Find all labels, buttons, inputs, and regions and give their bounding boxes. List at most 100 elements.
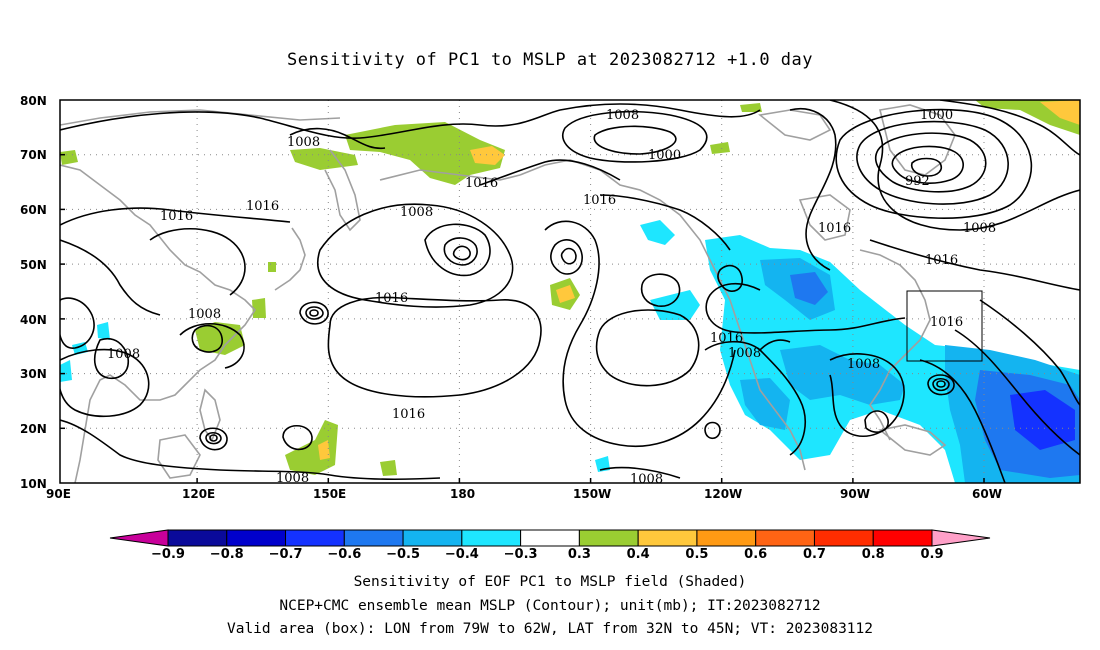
isobar bbox=[593, 125, 677, 155]
shade-green bbox=[710, 142, 730, 154]
isobar bbox=[479, 159, 621, 186]
lon-label: 150E bbox=[313, 487, 346, 501]
colorbar-box bbox=[578, 529, 639, 547]
isobar-label: 1008 bbox=[963, 221, 996, 236]
isobar bbox=[789, 108, 837, 271]
lat-label: 40N bbox=[20, 313, 47, 327]
coastline-caribbean bbox=[878, 424, 947, 456]
caption-contour: NCEP+CMC ensemble mean MSLP (Contour); u… bbox=[279, 598, 821, 614]
isobar bbox=[927, 374, 955, 396]
lat-label: 80N bbox=[20, 94, 47, 108]
coastline-siberia bbox=[379, 169, 521, 181]
isobar bbox=[560, 247, 577, 265]
lat-label: 10N bbox=[20, 477, 47, 491]
coastline-arctic-russia bbox=[60, 109, 341, 126]
colorbar-box bbox=[696, 529, 757, 547]
isobar bbox=[309, 309, 319, 317]
colorbar-high-triangle bbox=[931, 529, 991, 547]
isobar bbox=[60, 419, 441, 481]
isobar-label: 1008 bbox=[188, 307, 221, 322]
isobar-label: 1008 bbox=[728, 346, 761, 361]
lon-label: 90E bbox=[46, 487, 71, 501]
shade-green bbox=[195, 322, 245, 355]
colorbar-box bbox=[520, 529, 580, 547]
isobar bbox=[443, 237, 478, 266]
isobar-label: 1016 bbox=[710, 331, 743, 346]
isobar bbox=[199, 427, 228, 451]
lon-label: 150W bbox=[573, 487, 611, 501]
plot-frame bbox=[59, 99, 1081, 484]
shade-green bbox=[345, 122, 505, 185]
isobar bbox=[305, 306, 324, 320]
shade-cyan bbox=[740, 378, 790, 430]
isobar-label: 1016 bbox=[465, 176, 498, 191]
isobar bbox=[599, 466, 681, 479]
isobar bbox=[327, 296, 542, 398]
isobar bbox=[704, 421, 721, 440]
colorbar-label: −0.5 bbox=[386, 547, 420, 562]
isobar bbox=[932, 377, 950, 392]
isobar-label: 1008 bbox=[276, 471, 309, 486]
coastline-borneo bbox=[157, 434, 201, 479]
isobar bbox=[599, 194, 731, 251]
isobar-label: 1016 bbox=[818, 221, 851, 236]
colorbar-label: −0.6 bbox=[327, 547, 361, 562]
isobar-contours bbox=[60, 100, 1080, 483]
map-title: Sensitivity of PC1 to MSLP at 2023082712… bbox=[286, 50, 813, 70]
isobar bbox=[704, 340, 806, 456]
shade-light-cyan bbox=[97, 322, 110, 340]
isobar-label: 1016 bbox=[392, 407, 425, 422]
colorbar-label: 0.5 bbox=[685, 547, 708, 562]
isobar bbox=[919, 359, 1006, 483]
isobar bbox=[289, 127, 386, 150]
colorbar-label: −0.9 bbox=[151, 547, 185, 562]
isobar-labels: 1008 1008 1000 1000 992 1016 1016 1016 1… bbox=[107, 108, 996, 486]
shade-green bbox=[740, 103, 762, 112]
isobar bbox=[869, 239, 1080, 291]
isobar bbox=[640, 273, 681, 307]
isobar bbox=[179, 323, 245, 369]
isobar bbox=[829, 100, 1080, 231]
isobar bbox=[954, 329, 1080, 456]
isobar bbox=[60, 239, 161, 316]
isobar-label: 1016 bbox=[246, 199, 279, 214]
isobar-label: 1008 bbox=[400, 205, 433, 220]
shade-green bbox=[380, 460, 397, 476]
colorbar-low-triangle bbox=[109, 529, 169, 547]
shade-yellow bbox=[1040, 100, 1080, 125]
valid-area-box bbox=[906, 290, 983, 362]
isobar bbox=[60, 103, 761, 140]
colorbar-label: 0.3 bbox=[568, 547, 591, 562]
isobar bbox=[939, 100, 1080, 156]
axis-ticks bbox=[60, 153, 985, 483]
lat-label: 70N bbox=[20, 148, 47, 162]
colorbar-box bbox=[872, 529, 933, 547]
colorbar-box bbox=[813, 529, 874, 547]
isobar bbox=[910, 157, 943, 177]
colorbar-label: −0.3 bbox=[504, 547, 538, 562]
isobar bbox=[705, 282, 906, 334]
lon-label: 120W bbox=[704, 487, 742, 501]
isobar bbox=[93, 338, 130, 380]
colorbar-box bbox=[402, 529, 463, 547]
isobar bbox=[595, 309, 700, 387]
coastline-hudson-bay bbox=[798, 194, 851, 241]
isobar bbox=[60, 348, 150, 418]
isobar bbox=[562, 110, 708, 163]
coastline-kamchatka bbox=[324, 149, 361, 232]
isobar bbox=[191, 324, 223, 353]
shade-light-cyan bbox=[60, 360, 72, 382]
coastline-asia bbox=[60, 164, 257, 483]
colorbar-label: 0.6 bbox=[744, 547, 767, 562]
colorbar-box bbox=[343, 529, 404, 547]
isobar bbox=[891, 145, 964, 184]
shade-yellow bbox=[318, 440, 330, 460]
isobar-label: 1008 bbox=[847, 357, 880, 372]
isobar bbox=[979, 299, 1080, 406]
isobar bbox=[60, 207, 291, 226]
shade-green bbox=[60, 150, 78, 165]
isobar-label: 1016 bbox=[375, 291, 408, 306]
colorbar-box bbox=[637, 529, 698, 547]
colorbar-box bbox=[226, 529, 287, 547]
colorbar-label: −0.8 bbox=[210, 547, 244, 562]
